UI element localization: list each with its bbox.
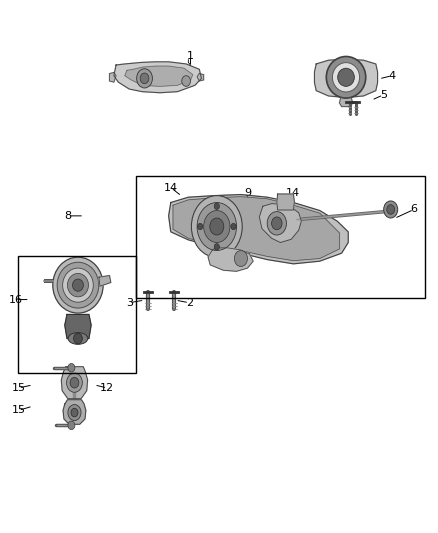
Ellipse shape xyxy=(68,333,88,344)
Circle shape xyxy=(182,76,191,86)
Circle shape xyxy=(387,205,395,214)
Polygon shape xyxy=(314,59,378,98)
Text: 12: 12 xyxy=(100,383,114,393)
Polygon shape xyxy=(110,72,116,82)
Text: 6: 6 xyxy=(410,205,417,214)
Text: 1: 1 xyxy=(187,51,194,61)
Polygon shape xyxy=(65,314,91,338)
Circle shape xyxy=(234,251,247,266)
Ellipse shape xyxy=(332,63,360,92)
Bar xyxy=(18,256,136,373)
Ellipse shape xyxy=(326,56,366,98)
Circle shape xyxy=(68,421,75,430)
Circle shape xyxy=(231,223,236,230)
Circle shape xyxy=(210,218,224,235)
Text: 13: 13 xyxy=(238,248,252,258)
Polygon shape xyxy=(339,98,353,107)
Polygon shape xyxy=(114,62,201,93)
Circle shape xyxy=(214,244,219,250)
Circle shape xyxy=(67,373,82,392)
Ellipse shape xyxy=(53,257,103,313)
Ellipse shape xyxy=(338,68,354,86)
Circle shape xyxy=(384,201,398,218)
Circle shape xyxy=(70,377,79,388)
Circle shape xyxy=(71,408,78,417)
Text: 15: 15 xyxy=(11,406,25,415)
Circle shape xyxy=(267,212,286,235)
Circle shape xyxy=(214,203,219,209)
Text: 14: 14 xyxy=(164,183,178,192)
Polygon shape xyxy=(63,400,86,424)
Text: 9: 9 xyxy=(244,188,251,198)
Text: 11: 11 xyxy=(70,320,84,330)
Bar xyxy=(136,176,425,298)
Polygon shape xyxy=(259,204,301,243)
Polygon shape xyxy=(99,276,111,286)
Circle shape xyxy=(74,333,82,344)
Ellipse shape xyxy=(73,279,83,291)
Text: 14: 14 xyxy=(286,188,300,198)
Text: 3: 3 xyxy=(126,298,133,308)
Ellipse shape xyxy=(57,262,99,308)
Ellipse shape xyxy=(63,268,93,302)
Circle shape xyxy=(197,203,237,251)
Circle shape xyxy=(204,211,230,243)
Circle shape xyxy=(191,196,242,257)
Text: 5: 5 xyxy=(380,90,387,100)
Polygon shape xyxy=(173,197,339,261)
Text: 4: 4 xyxy=(389,71,396,80)
Circle shape xyxy=(68,405,81,421)
Circle shape xyxy=(140,73,149,84)
Text: 15: 15 xyxy=(11,383,25,393)
Text: 16: 16 xyxy=(8,295,22,304)
Polygon shape xyxy=(61,367,88,399)
Ellipse shape xyxy=(67,273,88,297)
Circle shape xyxy=(68,364,75,372)
Circle shape xyxy=(198,223,203,230)
Polygon shape xyxy=(169,195,348,264)
Polygon shape xyxy=(125,66,193,86)
Polygon shape xyxy=(208,248,253,271)
Polygon shape xyxy=(197,74,204,81)
Circle shape xyxy=(137,69,152,88)
Text: 8: 8 xyxy=(64,211,71,221)
Text: 2: 2 xyxy=(186,298,193,308)
Circle shape xyxy=(272,217,282,230)
Polygon shape xyxy=(277,194,294,210)
